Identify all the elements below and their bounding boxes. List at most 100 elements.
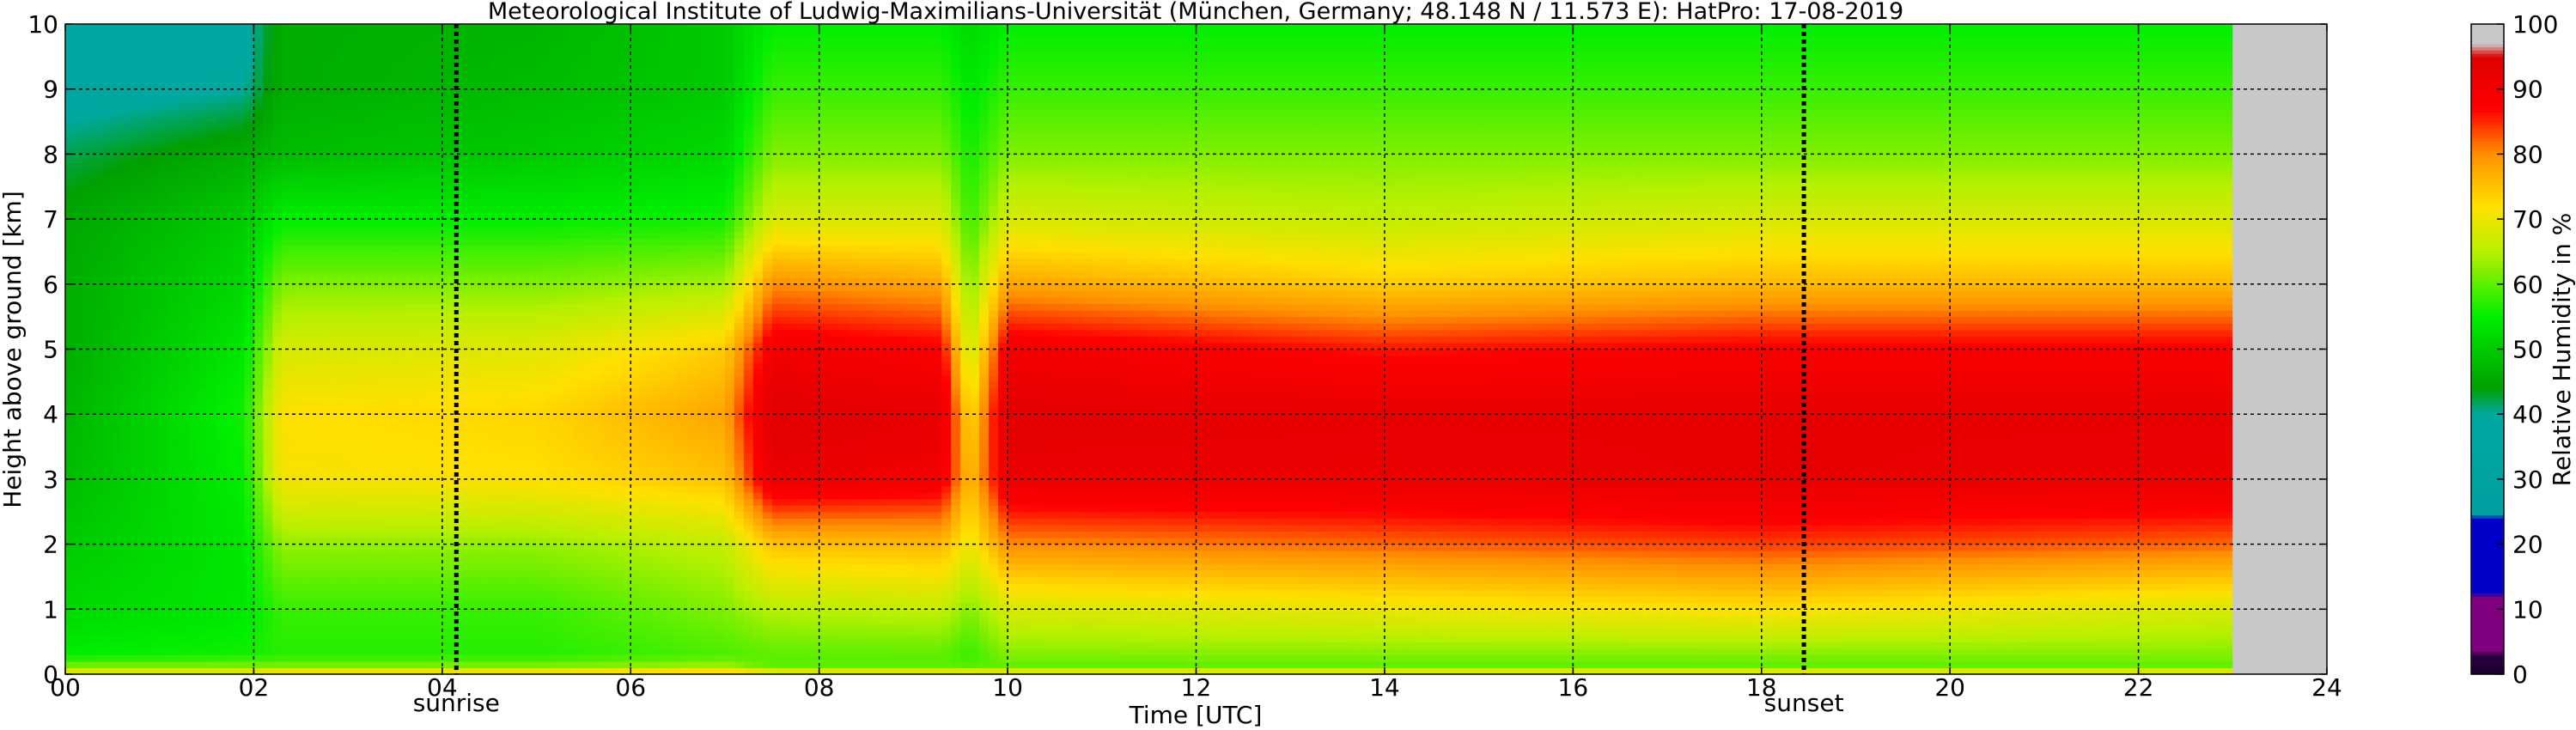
rh-cell (234, 290, 245, 297)
rh-cell (509, 421, 519, 428)
rh-cell (386, 459, 396, 466)
rh-cell (329, 186, 339, 193)
rh-cell (244, 596, 254, 603)
rh-cell (150, 622, 161, 629)
rh-cell (433, 401, 443, 408)
rh-cell (423, 622, 434, 629)
rh-cell (357, 245, 368, 252)
rh-cell (282, 636, 292, 642)
rh-cell (338, 551, 349, 557)
rh-cell (357, 186, 368, 193)
rh-cell (169, 622, 180, 629)
rh-cell (272, 193, 283, 200)
rh-cell (122, 206, 132, 213)
rh-cell (122, 57, 132, 64)
rh-cell (122, 135, 132, 142)
rh-cell (490, 485, 500, 492)
rh-cell (386, 310, 396, 317)
rh-cell (291, 447, 301, 453)
rh-cell (263, 499, 273, 506)
rh-cell (160, 466, 170, 473)
rh-cell (131, 622, 142, 629)
rh-cell (499, 453, 509, 460)
rh-cell (376, 44, 387, 51)
rh-cell (310, 95, 320, 102)
rh-cell (141, 290, 151, 297)
rh-cell (207, 583, 217, 590)
rh-cell (160, 350, 170, 356)
rh-cell (179, 193, 189, 200)
rh-cell (150, 245, 161, 252)
rh-cell (198, 401, 208, 408)
rh-cell (376, 141, 387, 148)
rh-cell (405, 186, 415, 193)
rh-cell (405, 629, 415, 636)
rh-cell (216, 583, 227, 590)
rh-cell (141, 368, 151, 375)
rh-cell (348, 518, 358, 525)
rh-cell (442, 531, 453, 538)
rh-cell (490, 440, 500, 447)
rh-cell (234, 297, 245, 304)
rh-cell (84, 219, 94, 226)
rh-cell (376, 388, 387, 395)
rh-cell (122, 551, 132, 557)
rh-cell (433, 206, 443, 213)
rh-cell (348, 531, 358, 538)
rh-cell (405, 479, 415, 486)
rh-cell (395, 57, 405, 64)
rh-cell (113, 297, 123, 304)
rh-cell (207, 453, 217, 460)
rh-cell (386, 206, 396, 213)
rh-cell (386, 95, 396, 102)
rh-cell (282, 122, 292, 129)
rh-cell (244, 453, 254, 460)
rh-cell (65, 654, 76, 661)
rh-cell (188, 186, 198, 193)
rh-cell (234, 434, 245, 441)
rh-cell (376, 636, 387, 642)
rh-cell (423, 414, 434, 421)
rh-cell (414, 304, 424, 311)
rh-cell (480, 447, 490, 453)
rh-cell (357, 531, 368, 538)
rh-cell (348, 570, 358, 577)
rh-cell (94, 180, 104, 187)
rh-cell (226, 206, 236, 213)
rh-cell (518, 317, 528, 324)
rh-cell (226, 401, 236, 408)
rh-cell (376, 401, 387, 408)
rh-cell (282, 642, 292, 648)
rh-cell (291, 252, 301, 259)
rh-cell (386, 512, 396, 519)
rh-cell (395, 629, 405, 636)
rh-cell (320, 317, 330, 324)
rh-cell (367, 290, 377, 297)
rh-cell (329, 206, 339, 213)
rh-cell (122, 544, 132, 551)
rh-cell (179, 219, 189, 226)
rh-cell (442, 115, 453, 122)
rh-cell (442, 128, 453, 135)
rh-cell (310, 466, 320, 473)
rh-cell (301, 115, 311, 122)
rh-cell (480, 551, 490, 557)
rh-cell (253, 76, 264, 83)
rh-cell (320, 648, 330, 655)
rh-cell (442, 37, 453, 44)
rh-cell (471, 609, 481, 616)
rh-cell (395, 570, 405, 577)
rh-cell (216, 135, 227, 142)
rh-cell (75, 226, 85, 233)
rh-cell (65, 323, 76, 330)
rh-cell (160, 135, 170, 142)
rh-cell (263, 70, 273, 76)
rh-cell (122, 304, 132, 311)
rh-cell (338, 590, 349, 597)
rh-cell (94, 368, 104, 375)
rh-cell (131, 518, 142, 525)
rh-cell (423, 563, 434, 570)
rh-cell (405, 37, 415, 44)
rh-cell (94, 336, 104, 343)
rh-cell (310, 180, 320, 187)
